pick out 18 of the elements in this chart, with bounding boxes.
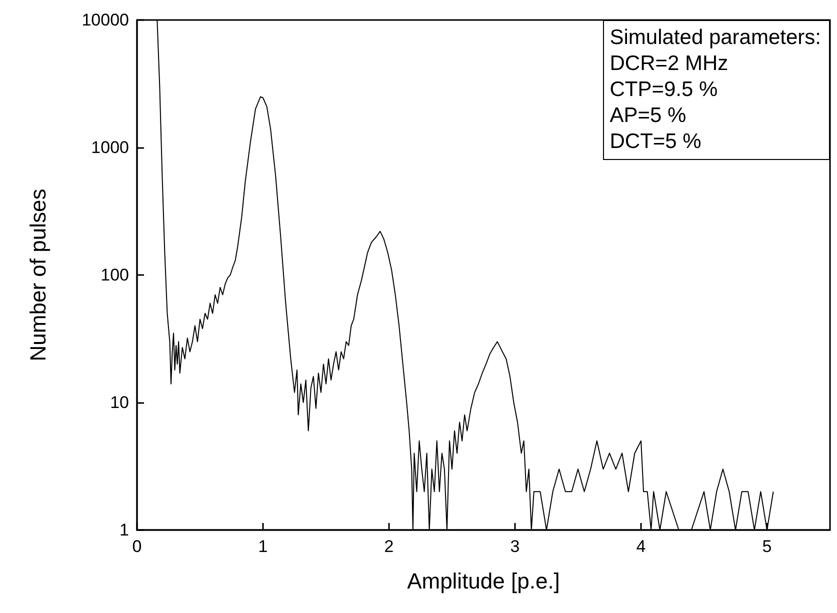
y-tick-label: 100 [100, 266, 129, 284]
annotation: DCT=5 % [610, 129, 702, 155]
annotation: AP=5 % [610, 103, 688, 129]
x-tick-label: 0 [132, 537, 142, 556]
x-tick-label: 5 [762, 537, 772, 556]
x-tick-label: 3 [510, 537, 520, 556]
y-axis-title: Number of pulses [26, 188, 50, 362]
x-tick-label: 4 [636, 537, 646, 556]
x-axis-title: Amplitude [p.e.] [407, 568, 560, 594]
x-tick-label: 2 [384, 537, 394, 556]
y-tick-label: 10000 [82, 10, 129, 30]
y-tick-label: 10 [110, 393, 129, 412]
annotation: Simulated parameters: [610, 25, 821, 51]
annotation: CTP=9.5 % [610, 77, 719, 103]
y-tick-label: 1 [120, 520, 129, 540]
y-tick-label: 1000 [91, 138, 129, 157]
x-tick-label: 1 [258, 537, 268, 556]
annotation: DCR=2 MHz [610, 51, 730, 77]
